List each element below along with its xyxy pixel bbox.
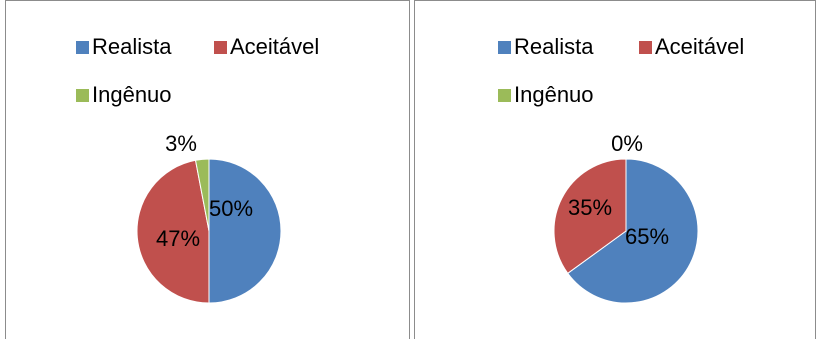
pie-chart-right: Realista Aceitável Ingênuo 65% 35% 0%	[498, 34, 744, 304]
legend-swatch-0	[498, 41, 511, 54]
legend-swatch-2	[76, 89, 89, 102]
legend-label-2: Ingênuo	[92, 82, 172, 107]
data-label-2: 0%	[611, 131, 643, 156]
pie-slice-realista	[567, 158, 699, 304]
data-label-2: 3%	[165, 131, 197, 156]
data-label-1: 35%	[568, 195, 612, 220]
data-label-0: 50%	[209, 196, 253, 221]
data-label-1: 47%	[156, 226, 200, 251]
legend-label-0: Realista	[514, 34, 594, 59]
legend-label-0: Realista	[92, 34, 172, 59]
pie-chart-left: Realista Aceitável Ingênuo 50% 47% 3%	[76, 34, 319, 304]
pie-slice-aceitável	[553, 158, 627, 275]
legend-swatch-2	[498, 89, 511, 102]
pie-slice-realista	[208, 158, 282, 304]
legend-label-1: Aceitável	[655, 34, 744, 59]
legend-swatch-1	[214, 41, 227, 54]
data-label-0: 65%	[625, 224, 669, 249]
pie-slice-aceitável	[136, 159, 210, 304]
pie-slice-ingênuo	[194, 158, 210, 232]
chart-panel-right: Realista Aceitável Ingênuo 65% 35% 0%	[414, 0, 816, 339]
legend-swatch-0	[76, 41, 89, 54]
legend-label-2: Ingênuo	[514, 82, 594, 107]
legend-swatch-1	[639, 41, 652, 54]
chart-panel-left: Realista Aceitável Ingênuo 50% 47% 3%	[5, 0, 410, 339]
legend-label-1: Aceitável	[230, 34, 319, 59]
